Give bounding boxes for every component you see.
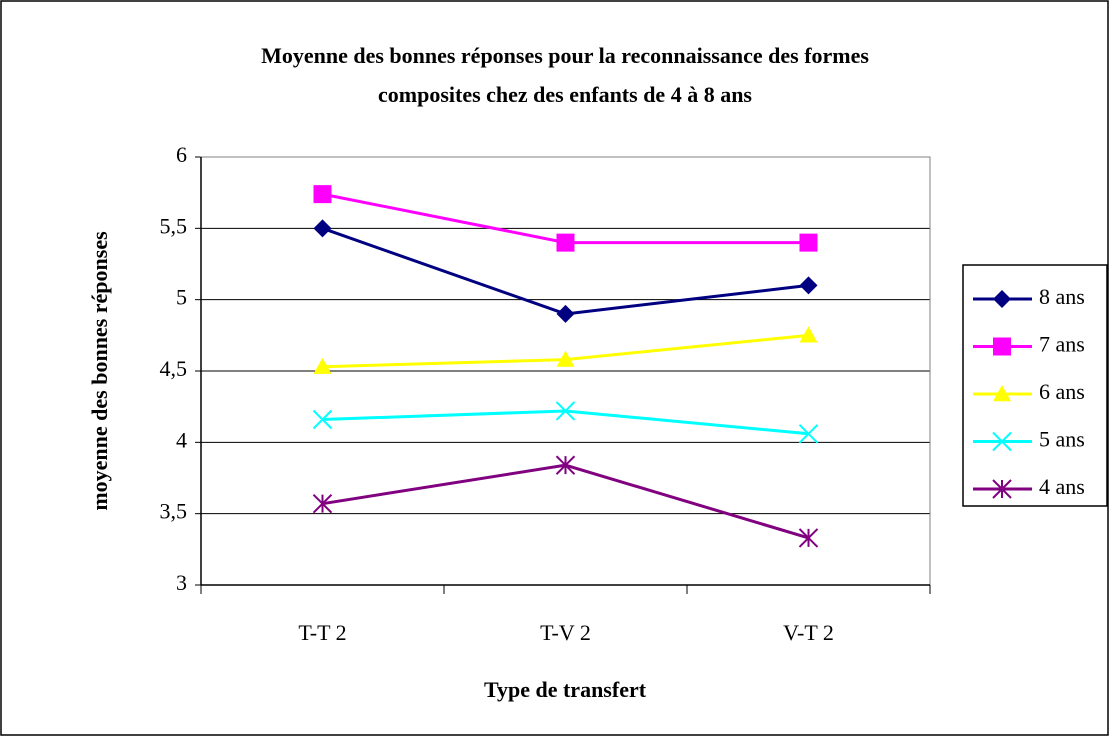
y-tick-label: 3,5 <box>160 499 188 524</box>
chart-title: Moyenne des bonnes réponses pour la reco… <box>261 43 869 68</box>
x-axis-label: Type de transfert <box>484 677 647 702</box>
marker <box>798 424 819 444</box>
marker <box>312 409 333 430</box>
marker <box>992 431 1012 452</box>
y-tick-label: 4,5 <box>160 356 188 381</box>
marker <box>993 337 1011 356</box>
legend-box <box>962 264 1108 507</box>
legend-label: 5 ans <box>1039 427 1085 452</box>
marker <box>312 493 333 514</box>
x-tick-label: T-V 2 <box>540 620 591 645</box>
y-tick-label: 6 <box>176 142 187 167</box>
marker <box>556 233 575 252</box>
marker <box>993 290 1011 308</box>
marker <box>556 304 575 323</box>
y-tick-label: 5 <box>176 285 187 310</box>
legend-label: 6 ans <box>1039 379 1085 404</box>
y-tick-label: 3 <box>176 570 187 595</box>
y-axis-label: moyenne des bonnes réponses <box>87 231 112 511</box>
marker <box>798 528 819 548</box>
marker <box>313 185 332 204</box>
x-tick-label: V-T 2 <box>783 620 834 645</box>
legend-label: 8 ans <box>1039 284 1085 309</box>
marker <box>799 233 818 252</box>
legend-label: 4 ans <box>1039 474 1085 499</box>
marker <box>555 401 576 421</box>
chart-title: composites chez des enfants de 4 à 8 ans <box>378 82 752 107</box>
marker <box>799 326 818 343</box>
y-tick-label: 5,5 <box>160 213 188 238</box>
marker <box>313 357 332 374</box>
marker <box>993 385 1011 402</box>
y-tick-label: 4 <box>176 427 187 452</box>
marker <box>992 479 1012 499</box>
marker <box>555 455 576 475</box>
x-tick-label: T-T 2 <box>298 620 346 645</box>
marker <box>556 350 575 367</box>
marker <box>799 276 818 295</box>
legend-label: 7 ans <box>1039 332 1085 357</box>
marker <box>313 219 332 238</box>
